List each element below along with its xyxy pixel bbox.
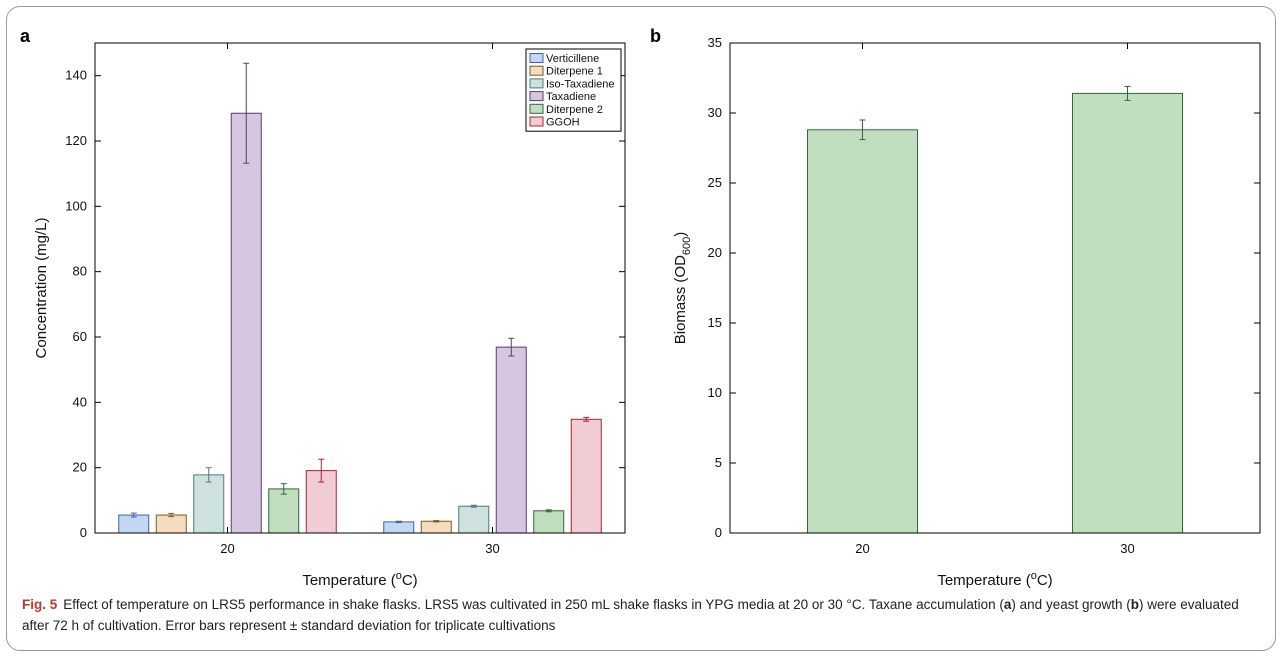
panel-a-ytick-label: 60 [73,329,87,344]
caption-figure-label: Fig. 5 [22,597,58,612]
panel-b-ylabel: Biomass (OD600) [672,232,693,345]
panel-a-ylabel: Concentration (mg/L) [33,218,50,359]
bar-a-diterpene-2-30 [533,510,565,534]
bar-b-biomass-30 [1072,92,1183,534]
panel-b-xtick-label: 30 [1120,541,1134,556]
caption-ref-b: b [1130,597,1139,612]
bar-a-diterpene-1-30 [420,520,452,534]
panel-b-ytick-label: 15 [708,315,722,330]
figure-frame [6,6,1276,651]
bar-a-verticillene-30 [383,521,415,534]
panel-b-bars [807,85,1183,534]
panel-b-ytick-label: 25 [708,175,722,190]
panel-a-ytick-label: 20 [73,460,87,475]
legend-swatch [529,116,544,127]
panel-a-ytick-label: 140 [65,68,87,83]
legend-entry: GGOH [546,117,580,129]
bar-a-taxadiene-20 [230,112,262,534]
panel-a-ytick-label: 80 [73,264,87,279]
legend-swatch [529,103,544,114]
caption-text-part-3: ) were evaluated after 72 h of cultivati… [22,597,1239,633]
panel-b-ytick-label: 10 [708,385,722,400]
panel-a-bars [118,62,602,534]
panel-b-ytick-label: 30 [708,105,722,120]
panel-a-ytick-label: 120 [65,133,87,148]
caption-text-part-1: Effect of temperature on LRS5 performanc… [63,597,1004,612]
panel-a-axes-box [94,42,626,534]
figure-caption: Fig. 5 Effect of temperature on LRS5 perf… [22,594,1262,636]
panel-a-xlabel: Temperature (oC) [302,570,417,589]
legend-swatch [529,78,544,89]
legend-entry: Diterpene 2 [546,104,603,116]
legend-entry: Taxadiene [546,91,596,103]
bar-a-verticillene-20 [118,514,150,534]
legend-swatch [529,53,544,63]
panel-a-ticks: 0 20 40 60 80 100 120 140 20 30 [65,43,625,556]
panel-a-ytick-label: 0 [80,525,87,540]
panel-b-ytick-label: 35 [708,35,722,50]
panel-b-ytick-label: 20 [708,245,722,260]
panel-b-ticks: 0 5 10 15 20 25 30 35 20 30 [708,35,1260,556]
panel-a-xtick-label: 30 [485,541,499,556]
legend-entry: Verticillene [546,53,599,65]
panel-b-xtick-label: 20 [855,541,869,556]
bar-a-iso-taxadiene-30 [458,505,490,534]
panel-b-axes-box [729,42,1261,534]
caption-text-part-2: ) and yeast growth ( [1011,597,1131,612]
legend-entry: Diterpene 1 [546,66,603,78]
legend-swatch [529,91,544,102]
panel-b-letter: b [650,26,661,46]
panel-a-ytick-label: 40 [73,394,87,409]
panel-a-letter: a [20,26,31,46]
caption-ref-a: a [1003,597,1012,612]
legend-swatch [529,65,544,76]
panel-b-ytick-label: 0 [715,525,722,540]
bar-a-diterpene-1-20 [155,514,187,534]
bar-a-ggoh-30 [570,418,602,534]
legend-entry: Iso-Taxadiene [546,78,615,90]
panel-b-xlabel: Temperature (oC) [937,570,1052,589]
bar-a-diterpene-2-20 [268,488,300,534]
panel-a-ytick-label: 100 [65,198,87,213]
panel-b: b 0 5 10 15 20 25 30 35 20 30 Biomass (OD600) Tem… [650,26,1261,589]
panel-a-xtick-label: 20 [220,541,234,556]
bar-a-iso-taxadiene-20 [193,474,225,534]
bar-a-taxadiene-30 [495,346,527,534]
panel-b-ytick-label: 5 [715,455,722,470]
bar-b-biomass-20 [807,129,918,534]
